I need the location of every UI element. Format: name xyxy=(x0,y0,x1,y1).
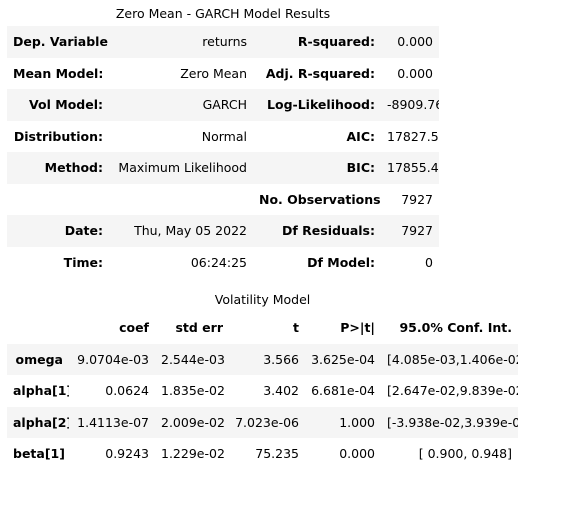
column-header xyxy=(7,312,69,344)
row-label: Dep. Variable: xyxy=(13,34,109,50)
table-row: alpha[2] 1.4113e-07 2.009e-02 7.023e-06 … xyxy=(7,406,518,438)
row-label: R-squared: xyxy=(297,34,375,50)
row-label: Mean Model: xyxy=(13,65,104,81)
row-value: GARCH xyxy=(202,97,247,113)
cell: [-3.938e-02,3.939e-02] xyxy=(387,414,518,430)
table-header-row: coef std err t P>|t| 95.0% Conf. Int. xyxy=(7,312,518,344)
row-label: Time: xyxy=(63,254,103,270)
row-value: -8909.76 xyxy=(387,97,439,113)
row-value: 7927 xyxy=(401,223,433,239)
cell: 1.000 xyxy=(339,414,375,430)
table-row: Method: Maximum Likelihood BIC: 17855.4 xyxy=(7,152,439,184)
row-value xyxy=(109,184,253,216)
cell: 7.023e-06 xyxy=(235,414,299,430)
volatility-title: Volatility Model xyxy=(214,292,311,307)
column-header: P>|t| xyxy=(340,320,375,336)
row-value: 0.000 xyxy=(397,65,433,81)
cell: 2.009e-02 xyxy=(161,414,225,430)
row-label: Date: xyxy=(64,223,103,239)
row-label: Distribution: xyxy=(13,128,103,144)
row-value: Zero Mean xyxy=(180,65,247,81)
table-row: Time: 06:24:25 Df Model: 0 xyxy=(7,247,439,279)
parameter-name: omega xyxy=(15,351,63,367)
row-value: Maximum Likelihood xyxy=(118,160,247,176)
cell: 1.835e-02 xyxy=(161,383,225,399)
row-label: Df Residuals: xyxy=(282,223,375,239)
row-value: 17827.5 xyxy=(387,128,439,144)
table-row: Dep. Variable: returns R-squared: 0.000 xyxy=(7,26,439,58)
cell: 0.000 xyxy=(339,446,375,462)
column-header: coef xyxy=(119,320,149,336)
cell: 9.0704e-03 xyxy=(77,351,149,367)
cell: [2.647e-02,9.839e-02] xyxy=(387,383,518,399)
column-header: 95.0% Conf. Int. xyxy=(399,320,512,336)
parameter-name: alpha[1] xyxy=(13,383,69,399)
table-row: Vol Model: GARCH Log-Likelihood: -8909.7… xyxy=(7,89,439,121)
row-value: returns xyxy=(202,34,247,50)
cell: 2.544e-03 xyxy=(161,351,225,367)
cell: 0.9243 xyxy=(105,446,149,462)
table-row: Date: Thu, May 05 2022 Df Residuals: 792… xyxy=(7,215,439,247)
cell: 3.566 xyxy=(263,351,299,367)
row-label: BIC: xyxy=(346,160,375,176)
row-label xyxy=(7,184,109,216)
row-label: Adj. R-squared: xyxy=(265,65,375,81)
row-value: 17855.4 xyxy=(387,160,439,176)
table-row: omega 9.0704e-03 2.544e-03 3.566 3.625e-… xyxy=(7,343,518,375)
row-value: 06:24:25 xyxy=(190,254,247,270)
cell: [ 0.900, 0.948] xyxy=(418,446,512,462)
cell: 6.681e-04 xyxy=(311,383,375,399)
row-label: Vol Model: xyxy=(29,97,103,113)
row-value: 0 xyxy=(425,254,433,270)
cell: 1.229e-02 xyxy=(161,446,225,462)
column-header: std err xyxy=(175,320,223,336)
parameter-name: beta[1] xyxy=(13,446,65,462)
table-row: No. Observations: 7927 xyxy=(7,184,439,216)
table-row: Mean Model: Zero Mean Adj. R-squared: 0.… xyxy=(7,58,439,90)
model-results-table: Dep. Variable: returns R-squared: 0.000 … xyxy=(7,26,439,278)
cell: 3.402 xyxy=(263,383,299,399)
row-label: No. Observations: xyxy=(259,191,381,207)
parameter-name: alpha[2] xyxy=(13,414,69,430)
row-value: Normal xyxy=(201,128,247,144)
row-label: AIC: xyxy=(346,128,376,144)
row-value: 0.000 xyxy=(397,34,433,50)
row-label: Log-Likelihood: xyxy=(267,97,375,113)
column-header: t xyxy=(293,320,299,336)
row-value: 7927 xyxy=(401,191,433,207)
table-row: beta[1] 0.9243 1.229e-02 75.235 0.000 [ … xyxy=(7,438,518,470)
cell: [4.085e-03,1.406e-02] xyxy=(387,351,518,367)
row-label: Method: xyxy=(44,160,103,176)
cell: 1.4113e-07 xyxy=(77,414,149,430)
table-row: alpha[1] 0.0624 1.835e-02 3.402 6.681e-0… xyxy=(7,375,518,407)
row-label: Df Model: xyxy=(307,254,375,270)
table-row: Distribution: Normal AIC: 17827.5 xyxy=(7,121,439,153)
cell: 3.625e-04 xyxy=(311,351,375,367)
row-value: Thu, May 05 2022 xyxy=(134,223,247,239)
volatility-model-table: coef std err t P>|t| 95.0% Conf. Int. om… xyxy=(7,312,518,470)
cell: 75.235 xyxy=(255,446,299,462)
cell: 0.0624 xyxy=(105,383,149,399)
summary-title: Zero Mean - GARCH Model Results xyxy=(115,6,331,21)
